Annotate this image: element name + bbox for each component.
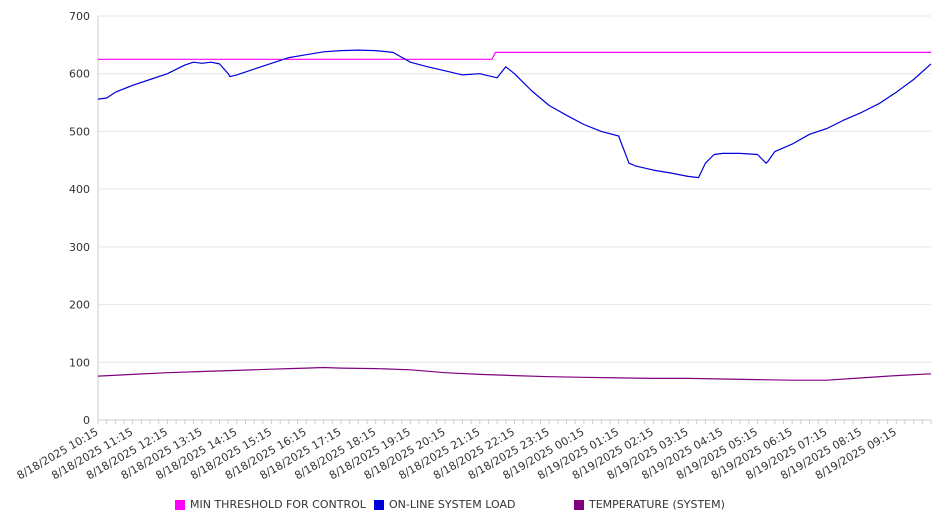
legend-label-threshold: MIN THRESHOLD FOR CONTROL bbox=[190, 498, 366, 511]
y-tick-labels: 0 100 200 300 400 500 600 700 bbox=[69, 10, 90, 427]
y-tick-label-700: 700 bbox=[69, 10, 90, 23]
x-tick-labels: 8/18/2025 10:158/18/2025 11:158/18/2025 … bbox=[15, 425, 899, 482]
legend-item-threshold[interactable]: MIN THRESHOLD FOR CONTROL bbox=[175, 498, 366, 511]
chart-svg: 0 100 200 300 400 500 600 700 8/18/2025 10:158/… bbox=[15, 10, 932, 482]
series-lines bbox=[97, 49, 932, 381]
y-tick-label-0: 0 bbox=[83, 414, 90, 427]
y-tick-label-600: 600 bbox=[69, 68, 90, 81]
legend: MIN THRESHOLD FOR CONTROL ON-LINE SYSTEM… bbox=[0, 496, 946, 516]
y-tick-label-500: 500 bbox=[69, 125, 90, 138]
y-tick-label-300: 300 bbox=[69, 241, 90, 254]
legend-item-temperature[interactable]: TEMPERATURE (SYSTEM) bbox=[574, 498, 725, 511]
legend-label-temperature: TEMPERATURE (SYSTEM) bbox=[589, 498, 725, 511]
y-tick-label-100: 100 bbox=[69, 356, 90, 369]
axes bbox=[97, 16, 932, 424]
legend-swatch-temperature bbox=[574, 499, 584, 510]
series-line-2 bbox=[97, 366, 932, 381]
legend-item-load[interactable]: ON-LINE SYSTEM LOAD bbox=[374, 498, 515, 511]
legend-label-load: ON-LINE SYSTEM LOAD bbox=[389, 498, 516, 511]
series-line-0 bbox=[98, 51, 931, 60]
series-line-1 bbox=[97, 49, 932, 179]
legend-swatch-load bbox=[374, 499, 384, 510]
y-tick-label-400: 400 bbox=[69, 183, 90, 196]
y-tick-label-200: 200 bbox=[69, 299, 90, 312]
legend-swatch-threshold bbox=[175, 499, 185, 510]
